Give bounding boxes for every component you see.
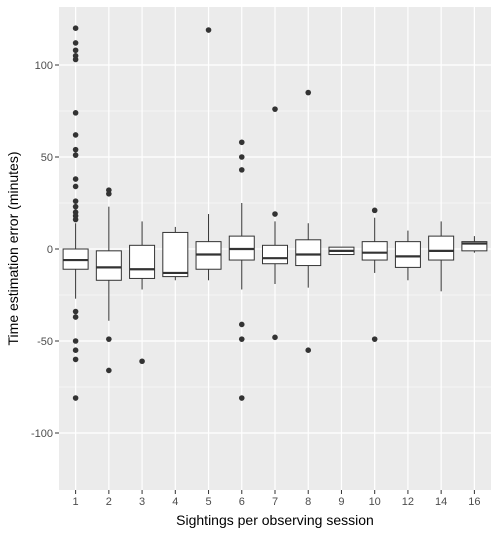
outlier-point	[106, 367, 112, 374]
outlier-point	[72, 395, 79, 401]
box-4	[162, 226, 189, 281]
outlier-point	[72, 40, 79, 46]
outlier-point	[371, 336, 378, 342]
y-axis-title: Time estimation error (minutes)	[5, 152, 21, 346]
outlier-point	[72, 110, 79, 116]
x-tick-label: 3	[139, 496, 145, 508]
x-tick-label: 14	[435, 496, 447, 508]
box-14	[428, 221, 455, 292]
box-6	[228, 139, 255, 401]
box-iqr	[361, 241, 388, 261]
outlier-point	[238, 336, 245, 342]
outlier-point	[72, 356, 79, 363]
y-tick-label: -50	[37, 336, 53, 348]
x-axis-ticks: 1 2 3 4 5 6 7 8 9 10 12 14 16	[73, 490, 481, 508]
outlier-point	[72, 146, 79, 153]
x-tick-label: 9	[338, 496, 344, 508]
x-axis-title: Sightings per observing session	[176, 512, 374, 528]
outlier-point	[305, 347, 312, 354]
y-tick-label: 50	[41, 152, 53, 164]
outlier-point	[72, 47, 79, 54]
x-tick-label: 10	[369, 496, 381, 508]
box-7	[262, 106, 288, 341]
box-9	[328, 246, 355, 256]
outlier-point	[238, 139, 245, 146]
box-iqr	[129, 244, 156, 279]
outlier-point	[72, 338, 79, 344]
outlier-point	[72, 176, 79, 182]
outlier-point	[72, 25, 79, 32]
x-tick-label: 8	[305, 496, 311, 508]
outlier-point	[238, 395, 245, 401]
box-5	[195, 27, 222, 281]
outlier-point	[72, 198, 79, 204]
y-axis-ticks: -100 -50 0 50 100	[31, 60, 59, 440]
outlier-point	[305, 89, 312, 96]
x-tick-label: 16	[468, 496, 480, 508]
outlier-point	[72, 347, 79, 354]
outlier-point	[106, 191, 112, 197]
x-tick-label: 5	[205, 496, 211, 508]
box-2	[95, 187, 122, 374]
y-tick-label: 100	[35, 60, 53, 72]
box-16	[461, 236, 488, 253]
outlier-point	[72, 203, 79, 210]
box-iqr	[428, 235, 455, 261]
box-series	[62, 25, 488, 401]
outlier-point	[72, 132, 79, 138]
box-iqr	[394, 241, 421, 268]
outlier-point	[272, 211, 278, 217]
outlier-point	[238, 321, 245, 328]
outlier-point	[72, 152, 79, 158]
y-tick-label: 0	[47, 244, 53, 256]
x-tick-label: 7	[272, 496, 278, 508]
outlier-point	[205, 27, 212, 33]
outlier-point	[238, 154, 245, 160]
outlier-point	[72, 183, 79, 190]
outlier-point	[238, 167, 245, 173]
x-tick-label: 4	[172, 496, 178, 508]
outlier-point	[371, 207, 378, 214]
outlier-point	[106, 336, 112, 342]
box-12	[394, 230, 421, 281]
outlier-point	[72, 216, 79, 223]
x-tick-label: 1	[73, 496, 79, 508]
box-1	[62, 25, 89, 401]
outlier-point	[72, 56, 79, 63]
outlier-point	[72, 314, 79, 320]
x-tick-label: 6	[239, 496, 245, 508]
x-tick-label: 12	[402, 496, 414, 508]
y-tick-label: -100	[31, 428, 53, 440]
box-8	[295, 89, 322, 354]
outlier-point	[272, 334, 278, 341]
box-iqr	[95, 250, 122, 281]
box-10	[361, 207, 388, 342]
box-iqr	[461, 241, 488, 252]
box-3	[129, 221, 156, 365]
outlier-point	[272, 106, 278, 112]
outlier-point	[72, 308, 79, 315]
box-iqr	[262, 244, 288, 265]
outlier-point	[139, 358, 145, 365]
box-iqr	[295, 239, 322, 267]
x-tick-label: 2	[106, 496, 112, 508]
box-iqr	[162, 231, 189, 278]
